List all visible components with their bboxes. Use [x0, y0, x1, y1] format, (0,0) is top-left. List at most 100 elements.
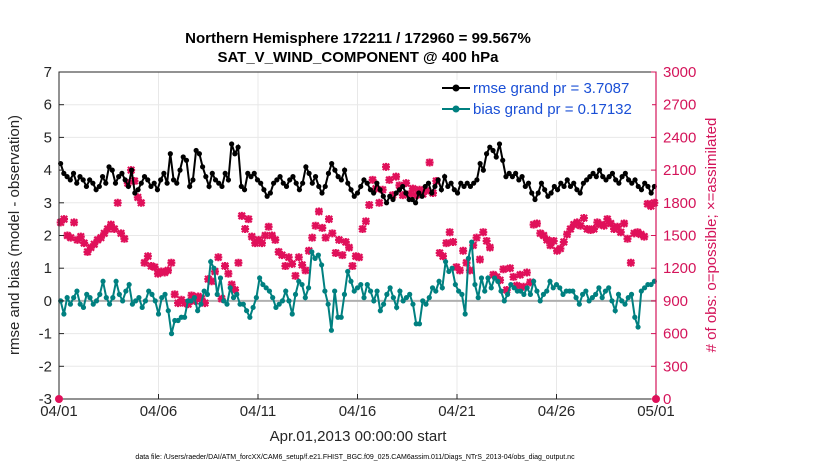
bias-point	[61, 311, 67, 317]
obs-assimilated-marker	[110, 224, 119, 233]
rmse-point	[287, 177, 293, 183]
obs-assimilated-point	[170, 290, 179, 299]
bias-point	[243, 308, 250, 314]
obs-assimilated-point	[96, 233, 105, 242]
rmse-point	[274, 177, 280, 183]
left-tick-label: 1	[44, 260, 52, 277]
rmse-point	[606, 174, 612, 180]
obs-assimilated-point	[532, 219, 541, 228]
obs-assimilated-point	[519, 282, 528, 291]
obs-assimilated-marker	[392, 172, 401, 181]
left-tick-label: 4	[44, 162, 52, 179]
rmse-point	[538, 180, 545, 186]
obs-assimilated-marker	[452, 263, 461, 272]
legend: rmse grand pr = 3.7087 bias grand pr = 0…	[440, 80, 652, 120]
obs-assimilated-point	[442, 239, 451, 248]
obs-assimilated-point	[130, 177, 139, 185]
bias-point	[615, 291, 622, 297]
obs-assimilated-marker	[83, 247, 92, 256]
obs-assimilated-marker	[143, 252, 152, 261]
rmse-point	[409, 196, 415, 203]
left-tick-label: -2	[39, 358, 52, 375]
obs-assimilated-point	[589, 224, 598, 233]
left-tick-label: -3	[39, 391, 52, 408]
rmse-point	[300, 180, 306, 186]
bias-point	[599, 295, 605, 301]
obs-assimilated-point	[143, 252, 152, 261]
obs-assimilated-point	[415, 185, 424, 194]
rmse-point	[429, 190, 435, 196]
bias-point	[576, 301, 582, 307]
rmse-point	[464, 180, 470, 186]
rmse-point	[380, 193, 386, 199]
bias-point	[319, 262, 325, 268]
obs-assimilated-point	[278, 251, 287, 260]
bias-point	[188, 298, 194, 304]
obs-assimilated-point	[281, 262, 290, 271]
bias-point	[276, 301, 282, 307]
bias-point	[283, 288, 289, 294]
bias-point	[302, 295, 308, 301]
rmse-point	[587, 174, 593, 180]
obs-assimilated-point	[412, 191, 421, 200]
obs-assimilated-marker	[526, 278, 535, 287]
obs-assimilated-marker	[133, 193, 142, 202]
obs-assimilated-marker	[251, 239, 260, 248]
rmse-point	[83, 183, 90, 190]
rmse-point	[522, 183, 528, 190]
rmse-point	[174, 180, 180, 186]
obs-assimilated-point	[271, 235, 280, 244]
bias-point	[126, 281, 132, 288]
obs-assimilated-point	[395, 181, 404, 190]
obs-assimilated-point	[200, 299, 209, 308]
obs-assimilated-point	[311, 221, 320, 230]
rmse-point	[341, 167, 348, 173]
obs-assimilated-marker	[573, 218, 582, 227]
obs-assimilated-marker	[298, 260, 307, 269]
bias-point	[501, 298, 507, 304]
rmse-point	[609, 170, 616, 176]
rmse-point	[216, 180, 222, 186]
obs-assimilated-point	[345, 243, 354, 252]
bias-point	[596, 285, 602, 291]
obs-assimilated-marker	[620, 219, 629, 228]
obs-assimilated-point	[56, 218, 65, 227]
rmse-point	[348, 187, 354, 193]
rmse-point	[632, 177, 638, 183]
rmse-point	[425, 180, 432, 186]
bias-point	[146, 288, 152, 294]
right-tick-label: 3000	[663, 64, 696, 81]
obs-assimilated-point	[314, 207, 323, 216]
obs-assimilated-point	[70, 218, 79, 227]
bias-point	[364, 281, 370, 288]
obs-assimilated-marker	[150, 263, 159, 272]
bias-point	[511, 285, 517, 291]
obs-assimilated-marker	[224, 269, 233, 278]
bias-point	[224, 301, 230, 307]
rmse-point	[338, 177, 344, 183]
obs-assimilated-marker	[623, 234, 632, 243]
bias-point	[534, 288, 540, 294]
bias-point	[227, 285, 233, 291]
rmse-point	[345, 180, 351, 186]
bias-point	[635, 324, 641, 330]
bias-point	[498, 288, 504, 294]
rmse-point	[493, 154, 499, 160]
rmse-point	[183, 157, 190, 163]
left-tick-label: 3	[44, 195, 52, 212]
right-tick-label: 600	[663, 326, 688, 343]
corner-markers	[55, 395, 660, 403]
rmse-point	[296, 187, 303, 193]
obs-assimilated-point	[341, 238, 350, 247]
bias-point	[332, 288, 338, 294]
bias-point	[495, 278, 501, 284]
rmse-point	[222, 170, 228, 176]
obs-assimilated-marker	[646, 202, 655, 211]
obs-assimilated-point	[177, 295, 186, 304]
bias-point	[77, 301, 83, 307]
obs-assimilated-point	[140, 258, 149, 267]
rmse-point	[96, 183, 102, 190]
rmse-point	[332, 167, 338, 173]
rmse-point	[109, 167, 115, 173]
obs-assimilated-point	[308, 233, 317, 242]
